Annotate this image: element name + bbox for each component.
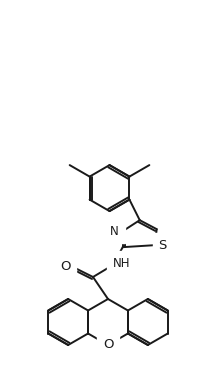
Text: NH: NH — [113, 257, 130, 270]
Text: S: S — [159, 239, 167, 252]
Text: N: N — [110, 225, 119, 238]
Text: O: O — [60, 260, 71, 273]
Text: O: O — [103, 339, 113, 352]
